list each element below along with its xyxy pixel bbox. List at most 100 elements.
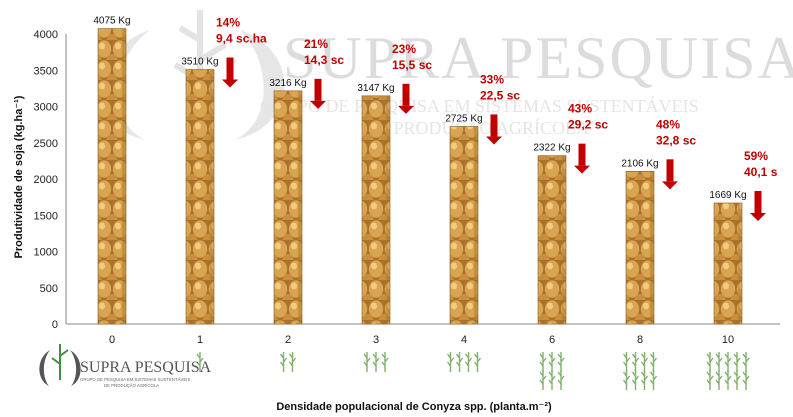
weed-icon [742, 370, 750, 390]
loss-sacks-label: 15,5 sc [392, 58, 432, 72]
weed-icon [649, 352, 658, 372]
x-tick-label: 4 [461, 334, 467, 346]
weed-icon [649, 370, 658, 390]
bar [361, 95, 391, 325]
bar-shade [562, 155, 566, 324]
x-tick-label: 0 [109, 334, 115, 346]
weed-icon [742, 352, 750, 372]
bar-value-label: 2106 Kg [621, 158, 658, 169]
weed-icon [279, 352, 288, 372]
loss-percent-label: 21% [304, 37, 328, 51]
x-tick-label: 2 [285, 334, 291, 346]
weed-icon [473, 352, 482, 372]
x-axis-title: Densidade populacional de Conyza spp. (p… [276, 401, 552, 413]
bar-value-label: 4075 Kg [93, 16, 130, 27]
loss-arrow-shaft [226, 57, 234, 80]
weed-icon [464, 352, 473, 372]
loss-sacks-label: 14,3 sc [304, 53, 344, 67]
bar [97, 28, 127, 325]
x-tick-label: 10 [722, 334, 734, 346]
bar-shade [298, 90, 302, 324]
bar-value-label: 2725 Kg [445, 113, 482, 124]
loss-arrow-head [222, 79, 238, 88]
loss-percent-label: 23% [392, 42, 416, 56]
loss-arrow-head [750, 212, 766, 221]
bar-value-label: 3147 Kg [357, 83, 394, 94]
weed-icon [706, 352, 714, 372]
bar [449, 126, 479, 325]
x-tick-label: 1 [197, 334, 203, 346]
watermark-title: SUPRA PESQUISA [283, 25, 793, 91]
loss-percent-label: 48% [656, 117, 680, 131]
y-tick-label: 3000 [34, 102, 58, 114]
y-tick-label: 0 [52, 319, 58, 331]
weed-icon [539, 370, 547, 390]
loss-arrow-head [486, 136, 502, 145]
weed-icon [196, 352, 204, 372]
weed-icon [557, 370, 565, 390]
weed-icon [288, 352, 297, 372]
y-tick-label: 2000 [34, 174, 58, 186]
bar-shade [738, 202, 742, 324]
weed-icon [446, 352, 455, 372]
loss-sacks-label: 40,1 s [744, 165, 778, 179]
logo-icon [39, 344, 81, 386]
loss-percent-label: 14% [216, 16, 240, 30]
bar [713, 202, 743, 325]
weed-icon [640, 352, 649, 372]
weed-icon [733, 370, 741, 390]
loss-sacks-label: 9,4 sc.ha [216, 32, 267, 46]
bar-shade [210, 69, 214, 325]
y-tick-label: 3500 [34, 65, 58, 77]
weed-icon [640, 370, 649, 390]
weed-icon [548, 352, 556, 372]
bar-value-labels: 4075 Kg 3510 Kg 3216 Kg 3147 Kg 2725 Kg 2322 … [93, 16, 746, 201]
weed-icon [622, 352, 631, 372]
loss-arrow-shaft [402, 83, 410, 106]
bar-shade [122, 28, 126, 324]
x-tick-label: 3 [373, 334, 379, 346]
weed-icon [706, 370, 714, 390]
y-tick-label: 2500 [34, 138, 58, 150]
x-tick-labels: 0 1 2 3 4 6 8 10 [109, 334, 734, 346]
weed-icon [715, 352, 723, 372]
loss-arrow-shaft [490, 114, 498, 137]
bar [625, 171, 655, 325]
loss-arrow-shaft [754, 190, 762, 213]
weed-icon [363, 352, 371, 372]
bars [97, 28, 743, 325]
y-axis-title: Produtividade de soja (kg.ha⁻¹) [13, 95, 25, 258]
weed-icon [455, 352, 464, 372]
logo-subtitle-2: DE PRODUÇÃO AGRÍCOLA [104, 383, 159, 388]
weed-icon [381, 352, 389, 372]
weed-icon [724, 352, 732, 372]
bar-shade [650, 171, 654, 324]
y-tick-labels: 0 500 1000 1500 2000 2500 3000 3500 4000 [34, 29, 58, 331]
loss-arrow-head [662, 181, 678, 190]
loss-arrow-shaft [666, 159, 674, 182]
bar-shade [474, 126, 478, 324]
x-tick-label: 8 [637, 334, 643, 346]
loss-annotations: 14% 9,4 sc.ha 21% 14,3 sc 23% 15,5 sc 33% 22,5 … [216, 16, 778, 221]
bar-value-label: 1669 Kg [709, 190, 746, 201]
loss-percent-label: 59% [744, 149, 768, 163]
weed-icon [631, 352, 640, 372]
loss-sacks-label: 32,8 sc [656, 133, 696, 147]
y-tick-label: 1000 [34, 247, 58, 259]
loss-arrow-head [398, 105, 414, 114]
loss-arrow-shaft [314, 78, 322, 101]
bar [273, 90, 303, 325]
logo: SUPRA PESQUISA GRUPO DE PESQUISA EM SIST… [39, 344, 212, 388]
bar [537, 155, 567, 325]
loss-percent-label: 43% [568, 102, 592, 116]
weed-icon [548, 370, 556, 390]
y-tick-label: 500 [40, 283, 58, 295]
weed-icon [372, 352, 380, 372]
y-tick-label: 1500 [34, 210, 58, 222]
loss-percent-label: 33% [480, 72, 504, 86]
loss-arrow-head [310, 100, 326, 109]
loss-sacks-label: 29,2 sc [568, 118, 608, 132]
logo-subtitle-1: GRUPO DE PESQUISA EM SISTEMAS SUSTENTÁVE… [80, 377, 190, 382]
bar-value-label: 2322 Kg [533, 143, 570, 154]
